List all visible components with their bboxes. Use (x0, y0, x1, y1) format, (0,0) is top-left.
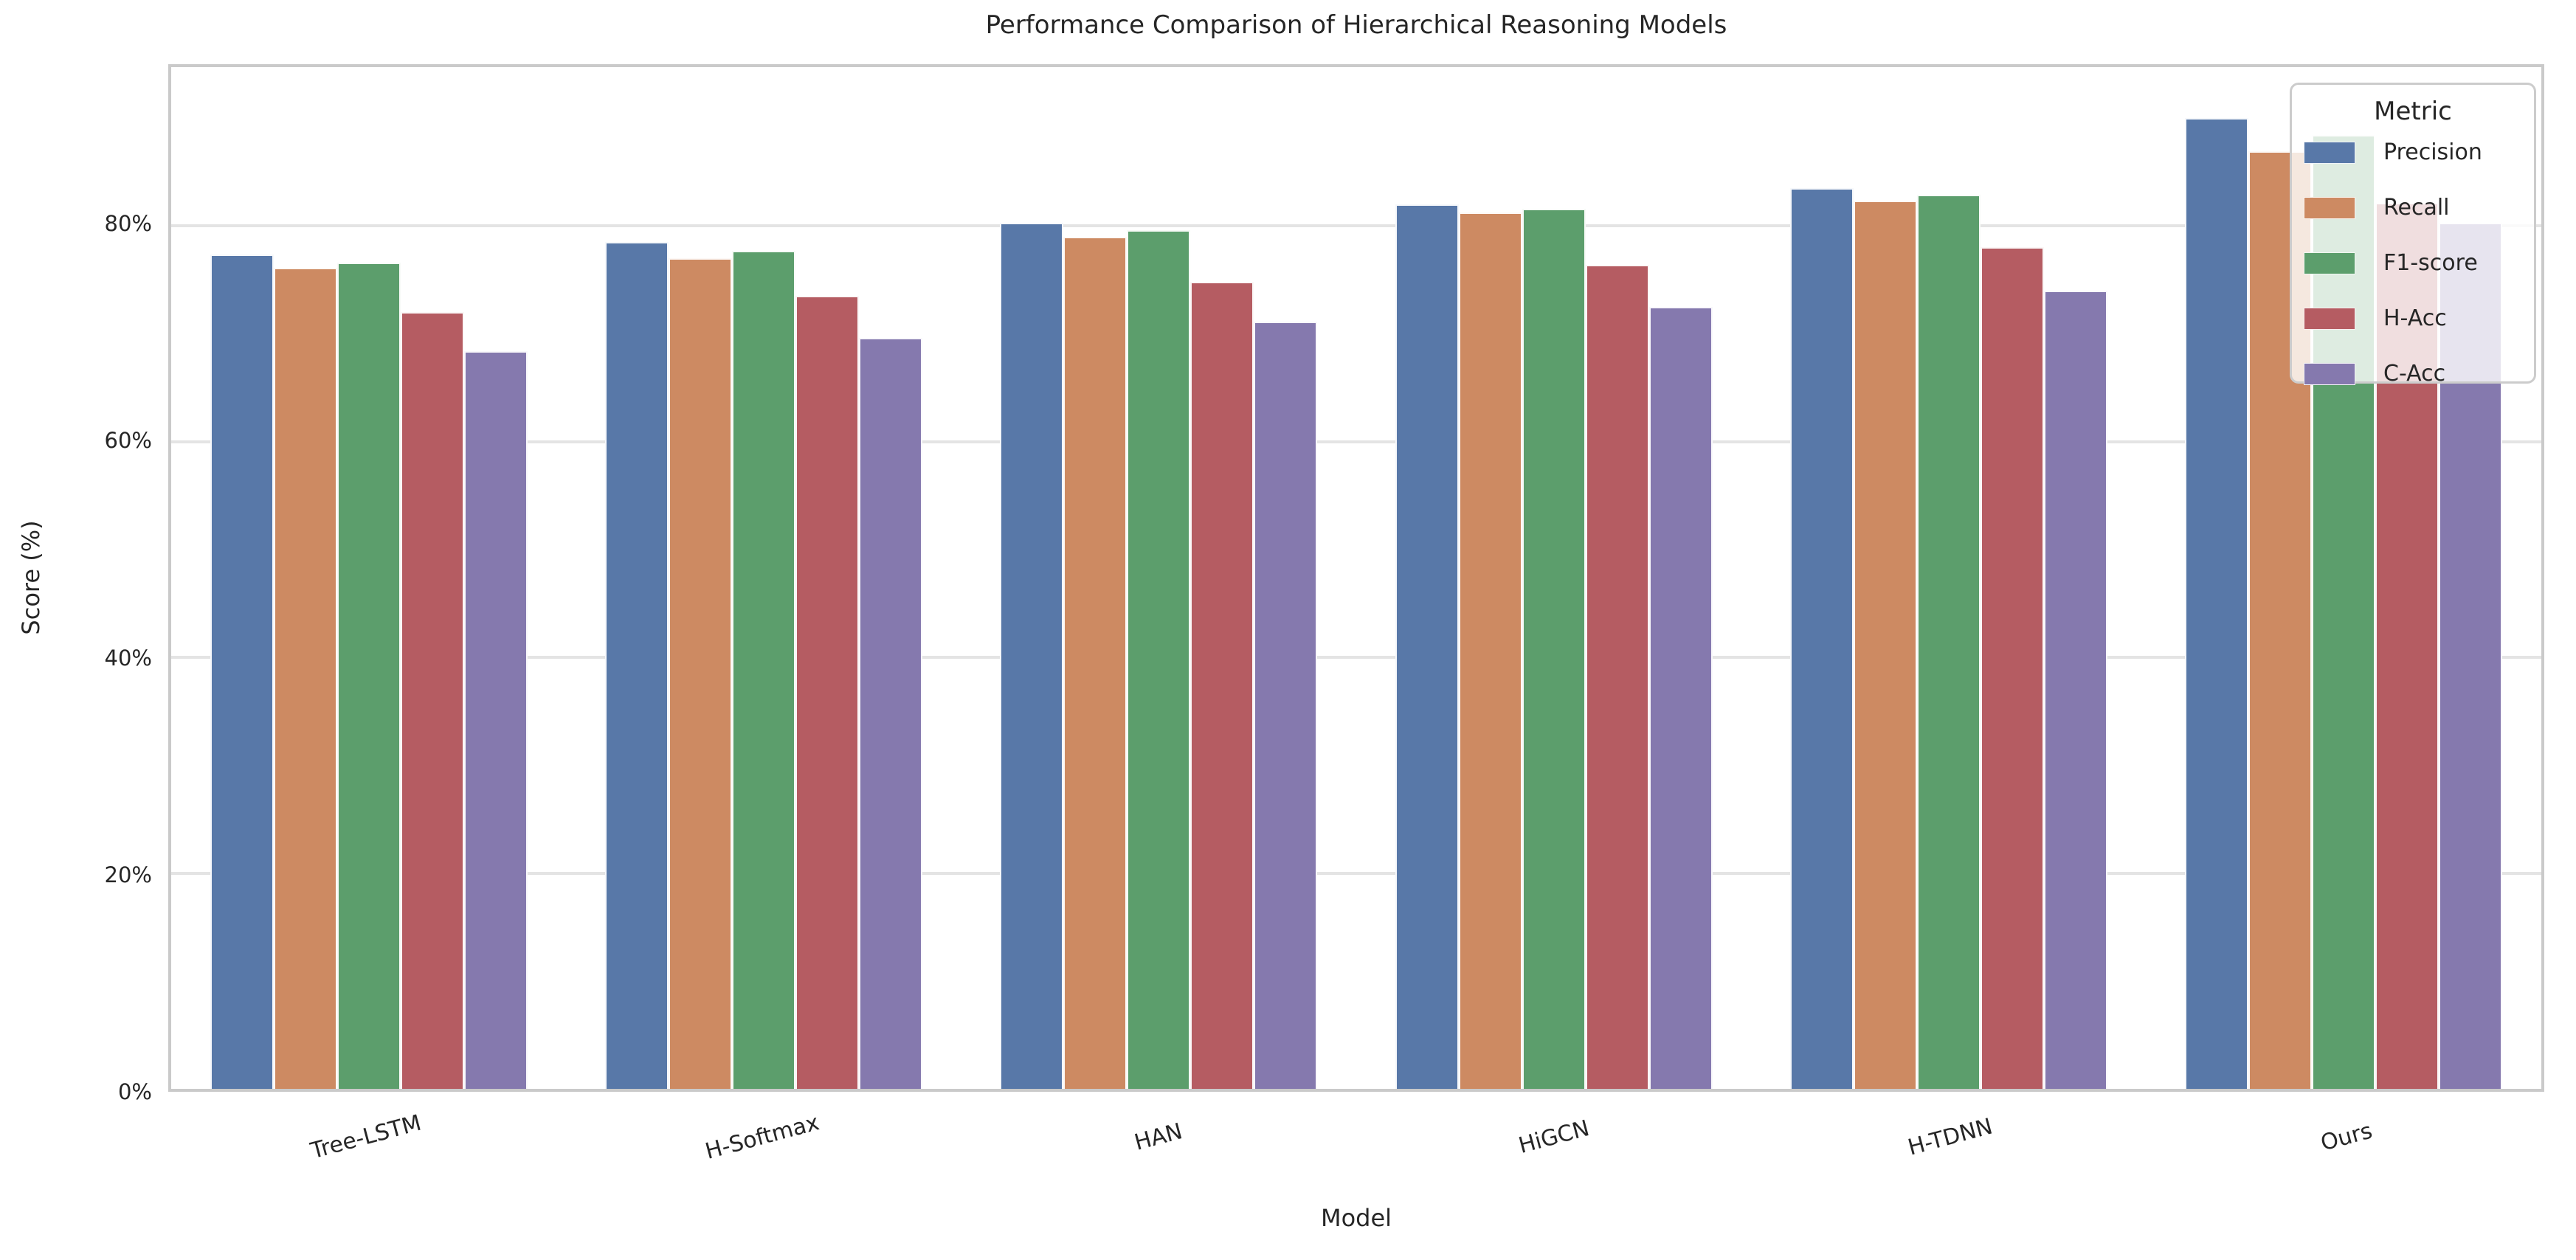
bar-higcn-f1-score (1522, 208, 1586, 1089)
legend-item-label: Recall (2383, 195, 2450, 221)
bar-tree-lstm-recall (273, 268, 337, 1089)
bar-group-h-softmax (566, 67, 961, 1089)
bar-h-tdnn-recall (1853, 201, 1917, 1089)
bar-tree-lstm-f1-score (336, 262, 401, 1089)
bar-han-precision (1000, 222, 1064, 1089)
bar-group-tree-lstm (171, 67, 566, 1089)
bar-higcn-h-acc (1585, 264, 1649, 1089)
legend-item-h-acc: H-Acc (2304, 305, 2534, 331)
legend-swatch-c-acc (2304, 362, 2355, 385)
bar-tree-lstm-h-acc (400, 312, 464, 1089)
y-tick-label: 40% (104, 645, 152, 671)
bar-higcn-precision (1395, 204, 1459, 1089)
legend-item-c-acc: C-Acc (2304, 361, 2534, 387)
y-tick-label: 60% (104, 428, 152, 454)
bar-h-tdnn-precision (1789, 187, 1854, 1089)
x-tick-label-higcn: HiGCN (1516, 1115, 1592, 1160)
legend-items: Precision Recall F1-score H-Acc C-Acc (2292, 139, 2534, 387)
bar-higcn-recall (1458, 212, 1522, 1089)
legend-item-label: C-Acc (2383, 361, 2446, 387)
legend-item-label: Precision (2383, 139, 2482, 165)
bar-han-f1-score (1127, 229, 1191, 1089)
y-tick-label: 80% (104, 211, 152, 237)
legend-item-label: F1-score (2383, 250, 2478, 276)
bar-h-tdnn-c-acc (2043, 290, 2107, 1089)
x-tick-label-h-tdnn: H-TDNN (1905, 1113, 1996, 1161)
legend-item-precision: Precision (2304, 139, 2534, 165)
bar-group-h-tdnn (1751, 67, 2146, 1089)
gridline-40 (171, 656, 2541, 659)
y-tick-label: 0% (117, 1079, 152, 1104)
bar-han-h-acc (1190, 282, 1254, 1089)
legend-title: Metric (2374, 97, 2452, 126)
bar-h-softmax-h-acc (795, 296, 859, 1089)
bar-h-softmax-f1-score (731, 250, 795, 1089)
bar-han-recall (1063, 236, 1128, 1089)
bar-group-higcn (1356, 67, 1751, 1089)
bar-ours-recall (2248, 151, 2313, 1089)
chart-title: Performance Comparison of Hierarchical R… (985, 10, 1727, 40)
gridlines (171, 67, 2541, 1089)
x-axis-label: Model (1320, 1204, 1392, 1232)
legend-swatch-h-acc (2304, 307, 2355, 330)
legend-item-label: H-Acc (2383, 305, 2447, 331)
bar-tree-lstm-precision (210, 255, 274, 1089)
gridline-20 (171, 871, 2541, 875)
legend-swatch-precision (2304, 141, 2355, 164)
y-axis-label: Score (%) (17, 520, 45, 635)
plot-area (168, 64, 2544, 1092)
legend-swatch-recall (2304, 196, 2355, 219)
y-tick-label: 20% (104, 862, 152, 887)
gridline-80 (171, 224, 2541, 227)
bar-tree-lstm-c-acc (463, 350, 528, 1089)
bar-h-softmax-c-acc (858, 338, 922, 1089)
bar-groups (171, 67, 2541, 1089)
bar-h-softmax-recall (668, 257, 732, 1089)
x-tick-label-h-softmax: H-Softmax (702, 1110, 822, 1165)
gridline-60 (171, 440, 2541, 443)
bar-han-c-acc (1254, 322, 1318, 1089)
bar-h-softmax-precision (604, 241, 669, 1089)
x-tick-label-tree-lstm: Tree-LSTM (308, 1110, 424, 1165)
bar-h-tdnn-h-acc (1980, 247, 2044, 1089)
legend-item-f1-score: F1-score (2304, 250, 2534, 276)
x-tick-label-ours: Ours (2318, 1118, 2375, 1157)
bar-h-tdnn-f1-score (1916, 194, 1981, 1089)
legend-item-recall: Recall (2304, 195, 2534, 221)
bar-ours-precision (2185, 117, 2249, 1089)
legend: Metric Precision Recall F1-score H-Acc C-Acc (2290, 83, 2536, 387)
legend-swatch-f1-score (2304, 252, 2355, 274)
bar-higcn-c-acc (1648, 306, 1713, 1089)
bar-group-han (961, 67, 1356, 1089)
x-tick-label-han: HAN (1131, 1118, 1185, 1156)
